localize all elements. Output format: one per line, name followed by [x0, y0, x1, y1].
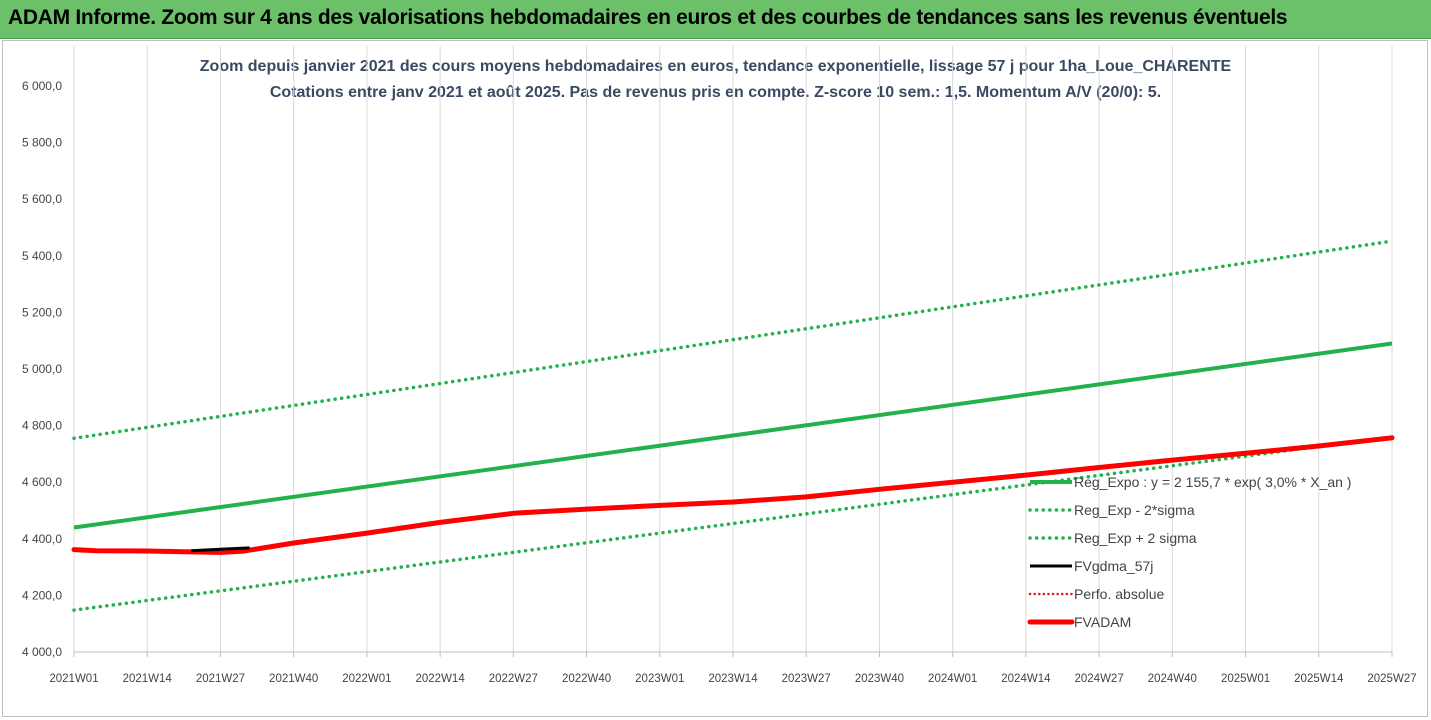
legend-entry: FVgdma_57j — [1074, 558, 1153, 574]
x-tick-label: 2025W14 — [1294, 673, 1344, 685]
y-tick-label: 6 000,0 — [22, 79, 62, 93]
y-tick-label: 5 200,0 — [22, 305, 62, 319]
x-tick-label: 2022W01 — [342, 673, 391, 685]
legend-entry: Perfo. absolue — [1074, 586, 1164, 602]
x-tick-label: 2021W14 — [123, 673, 173, 685]
legend-entry: FVADAM — [1074, 614, 1131, 630]
x-tick-label: 2022W40 — [562, 673, 611, 685]
y-tick-label: 4 600,0 — [22, 475, 62, 489]
legend-entry: Reg_Exp + 2 sigma — [1074, 530, 1197, 546]
chart-title: Zoom depuis janvier 2021 des cours moyen… — [199, 58, 1232, 75]
x-tick-label: 2023W27 — [782, 673, 831, 685]
x-tick-label: 2024W14 — [1001, 673, 1051, 685]
series-line-3 — [191, 546, 250, 553]
grid-lines — [73, 46, 1393, 652]
y-tick-label: 4 200,0 — [22, 588, 62, 602]
series-layer — [71, 239, 1395, 612]
x-tick-label: 2023W40 — [855, 673, 904, 685]
y-tick-label: 4 000,0 — [22, 645, 62, 659]
report-title: ADAM Informe. Zoom sur 4 ans des valoris… — [8, 6, 1288, 29]
x-tick-label: 2025W27 — [1367, 673, 1416, 685]
x-tick-label: 2021W01 — [49, 673, 98, 685]
legend: Reg_Expo : y = 2 155,7 * exp( 3,0% * X_a… — [1027, 474, 1351, 630]
series-line-2 — [72, 239, 1394, 441]
x-tick-label: 2021W40 — [269, 673, 318, 685]
y-tick-label: 4 400,0 — [22, 532, 62, 546]
x-axis: 2021W01 2021W14 2021W27 2021W40 2022W01 2022W… — [49, 651, 1417, 685]
x-tick-label: 2024W40 — [1148, 673, 1197, 685]
y-tick-label: 5 400,0 — [22, 249, 62, 263]
chart-frame — [2, 40, 1428, 717]
series-line-5 — [71, 435, 1395, 555]
report-banner: ADAM Informe. Zoom sur 4 ans des valoris… — [0, 0, 1431, 39]
legend-entry: Reg_Expo : y = 2 155,7 * exp( 3,0% * X_a… — [1074, 474, 1351, 490]
x-tick-label: 2023W01 — [635, 673, 684, 685]
x-tick-label: 2022W27 — [489, 673, 538, 685]
legend-entry: Reg_Exp - 2*sigma — [1074, 502, 1195, 518]
y-tick-label: 5 600,0 — [22, 192, 62, 206]
x-tick-label: 2021W27 — [196, 673, 245, 685]
y-tick-label: 5 800,0 — [22, 136, 62, 150]
series-line-1 — [72, 435, 1394, 612]
y-axis: 4 000,0 4 200,0 4 400,0 4 600,0 4 800,0 5 000… — [22, 79, 62, 659]
series-line-0 — [73, 341, 1393, 530]
x-tick-label: 2024W01 — [928, 673, 977, 685]
x-tick-label: 2024W27 — [1074, 673, 1123, 685]
y-tick-label: 4 800,0 — [22, 419, 62, 433]
x-tick-label: 2022W14 — [415, 673, 465, 685]
chart-subtitle: Cotations entre janv 2021 et août 2025. … — [269, 84, 1162, 101]
y-tick-label: 5 000,0 — [22, 362, 62, 376]
x-tick-label: 2023W14 — [708, 673, 758, 685]
x-tick-label: 2025W01 — [1221, 673, 1270, 685]
